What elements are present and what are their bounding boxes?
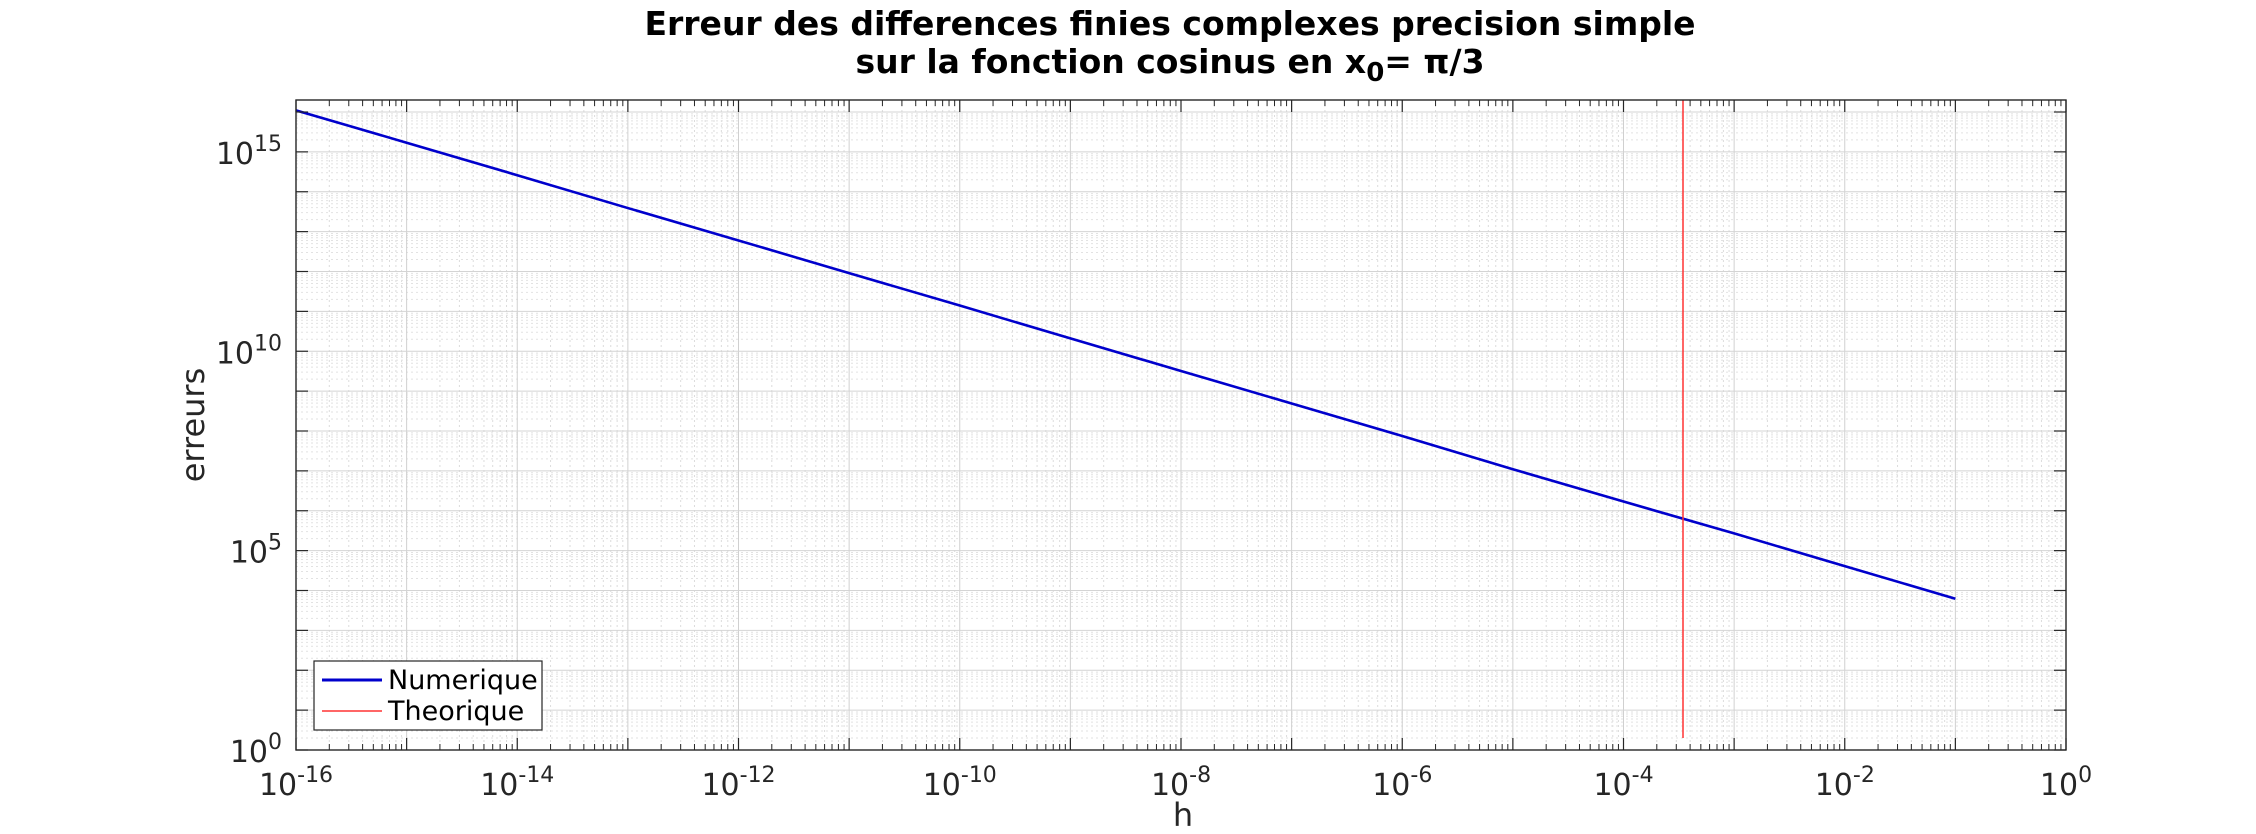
x-tick-label-exponent: -14 (518, 763, 554, 788)
chart-title-line2-suffix: = π/3 (1384, 42, 1484, 81)
x-tick-label-base: 10 (480, 768, 518, 803)
legend: Numerique Theorique (313, 660, 543, 731)
chart-title-line2-prefix: sur la fonction cosinus en x (855, 42, 1366, 81)
x-tick-label-exponent: -4 (1632, 763, 1654, 788)
series-line-numerique (296, 109, 1956, 601)
x-tick-label-base: 10 (1372, 768, 1410, 803)
x-tick-label-exponent: 0 (2078, 763, 2092, 788)
x-tick-label-base: 10 (1151, 768, 1189, 803)
x-tick-label-base: 10 (1815, 768, 1853, 803)
x-tick-label-exponent: -12 (740, 763, 776, 788)
chart-title-line2: sur la fonction cosinus en x0= π/3 (855, 42, 1484, 88)
y-tick-label-base: 10 (216, 336, 254, 371)
x-tick-label-base: 10 (2040, 768, 2078, 803)
x-tick-label-base: 10 (1593, 768, 1631, 803)
x-axis-label: h (1173, 796, 1193, 834)
legend-box (313, 660, 543, 731)
x-tick-label-exponent: -2 (1853, 763, 1875, 788)
legend-label-theorique: Theorique (387, 696, 524, 727)
x-tick-label: 10-12 (701, 763, 775, 803)
y-tick-label: 105 (230, 531, 282, 571)
y-tick-label-base: 10 (230, 536, 268, 571)
x-tick-label: 10-8 (1151, 763, 1211, 803)
x-tick-label: 10-10 (923, 763, 997, 803)
x-tick-label: 10-2 (1815, 763, 1875, 803)
y-tick-label: 1015 (216, 132, 282, 172)
plot-area (295, 99, 2067, 751)
chart-title-line1: Erreur des differences finies complexes … (644, 4, 1695, 43)
legend-label-numerique: Numerique (388, 665, 538, 696)
x-tick-label-exponent: -6 (1410, 763, 1432, 788)
x-tick-label: 100 (2040, 763, 2092, 803)
y-tick-label-base: 10 (230, 735, 268, 770)
x-tick-label-exponent: -16 (297, 763, 333, 788)
x-tick-label-base: 10 (701, 768, 739, 803)
x-tick-label: 10-6 (1372, 763, 1432, 803)
x-tick-label-exponent: -8 (1189, 763, 1211, 788)
y-tick-label-exponent: 5 (268, 531, 282, 556)
x-tick-label-base: 10 (259, 768, 297, 803)
x-tick-label: 10-14 (480, 763, 554, 803)
x-tick-label-exponent: -10 (961, 763, 997, 788)
y-axis-label: erreurs (174, 368, 212, 483)
y-tick-label-exponent: 10 (254, 331, 282, 356)
y-tick-label-exponent: 15 (254, 132, 282, 157)
tick-marks (295, 100, 2067, 751)
x-tick-labels: 10-16 10-14 10-12 10-10 10-8 10-6 10-4 10-2 100 (259, 763, 2092, 803)
y-tick-label-base: 10 (216, 137, 254, 172)
y-tick-label: 1010 (216, 331, 282, 371)
plot-frame (295, 99, 2067, 751)
x-tick-label: 10-16 (259, 763, 333, 803)
y-tick-label-exponent: 0 (268, 730, 282, 755)
series-layer (296, 100, 1956, 738)
chart-title-line2-subscript: 0 (1366, 58, 1384, 88)
x-tick-label-base: 10 (923, 768, 961, 803)
y-tick-label: 100 (230, 730, 282, 770)
x-tick-label: 10-4 (1593, 763, 1653, 803)
